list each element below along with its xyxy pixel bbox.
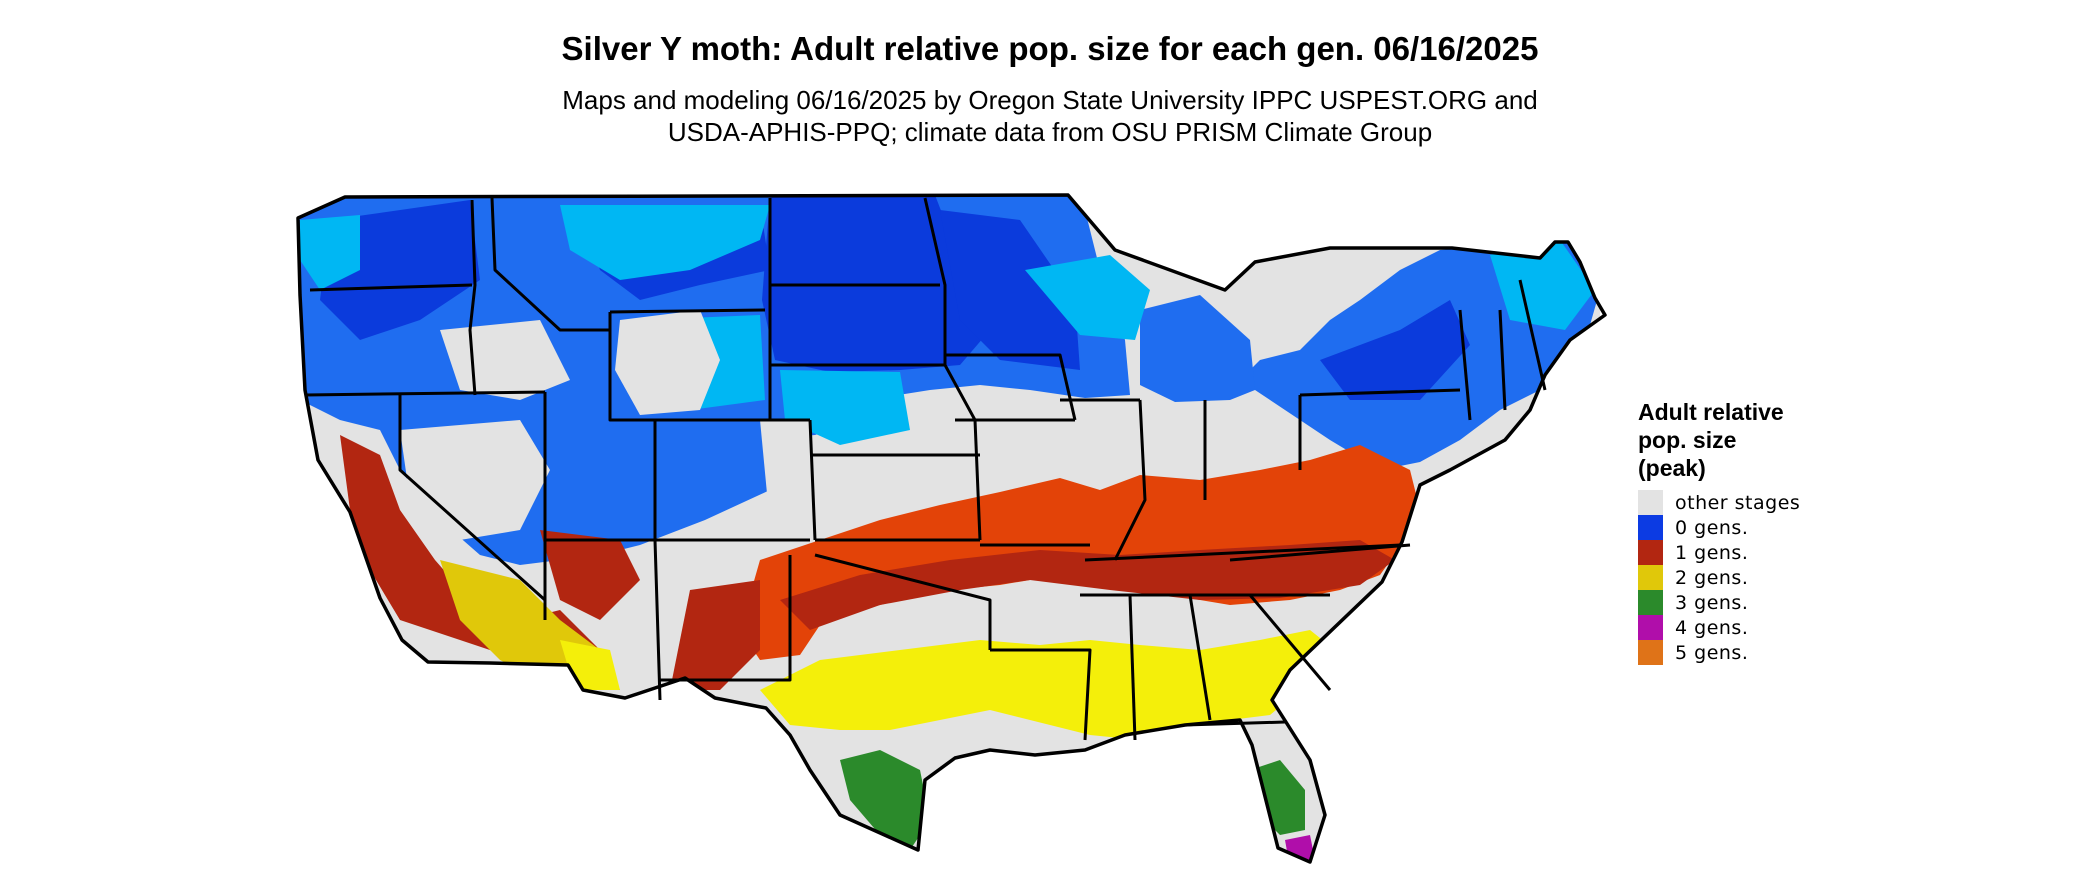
border-id-wa-or — [468, 199, 477, 396]
border-wa-or — [309, 283, 473, 292]
region-0-gens-light-wisconsin — [1025, 255, 1150, 340]
border-al-ga — [1188, 594, 1212, 721]
legend: Adult relative pop. size (peak) other st… — [1638, 398, 1878, 665]
region-0-gens-dark-minnesota — [940, 210, 1080, 370]
region-0-gens-light-washington — [300, 215, 360, 290]
border-ok-tx — [814, 553, 992, 650]
legend-title-line-3: (peak) — [1638, 455, 1706, 481]
legend-label: other stages — [1675, 491, 1801, 514]
legend-swatch — [1638, 590, 1663, 615]
subtitle-line-1: Maps and modeling 06/16/2025 by Oregon S… — [562, 85, 1538, 115]
legend-label: 0 gens. — [1675, 516, 1749, 539]
legend-label: 3 gens. — [1675, 591, 1749, 614]
legend-label: 5 gens. — [1675, 641, 1749, 664]
region-0-gens-light-northeast — [1490, 240, 1595, 330]
state-borders — [304, 197, 1547, 741]
legend-item-1-gens: 1 gens. — [1638, 540, 1878, 565]
border-ga-sc — [1248, 594, 1332, 691]
legend-label: 1 gens. — [1675, 541, 1749, 564]
border-nm-tx — [660, 555, 792, 682]
border-az-nm — [653, 539, 662, 701]
border-ca-nv — [398, 395, 547, 602]
legend-title-line-2: pop. size — [1638, 427, 1737, 453]
legend-swatch — [1638, 490, 1663, 515]
border-id-mt — [490, 197, 610, 332]
region-1-gens-arizona — [540, 530, 640, 620]
region-2-gens-south — [760, 630, 1335, 740]
border-mt-wy — [609, 308, 766, 314]
border-mn-dakotas — [923, 197, 982, 541]
border-pa-ny — [1299, 388, 1461, 397]
border-new-england — [1458, 279, 1547, 421]
legend-item-3-gens: 3 gens. — [1638, 590, 1878, 615]
border-mn-wi-ia — [945, 353, 1077, 421]
border-ar-la-tx — [990, 648, 1092, 741]
map-subtitle: Maps and modeling 06/16/2025 by Oregon S… — [0, 84, 2100, 148]
border-or-ca-nv-id — [304, 390, 546, 397]
map-title: Silver Y moth: Adult relative pop. size … — [561, 30, 1539, 67]
border-il-in — [1113, 399, 1147, 561]
legend-swatch — [1638, 515, 1663, 540]
legend-swatch — [1638, 565, 1663, 590]
legend-item-0-gens: 0 gens. — [1638, 515, 1878, 540]
region-3-gens-texas — [840, 750, 930, 850]
legend-label: 4 gens. — [1675, 616, 1749, 639]
national-outline — [296, 193, 1607, 864]
region-0-gens-michigan — [1140, 295, 1255, 402]
legend-item-other-stages: other stages — [1638, 490, 1878, 515]
border-ms-al — [1128, 594, 1137, 741]
border-ky-tn — [1084, 543, 1401, 562]
legend-title-line-1: Adult relative — [1638, 399, 1784, 425]
border-id-ut-wy — [608, 312, 657, 540]
legend-title: Adult relative pop. size (peak) — [1638, 398, 1878, 482]
region-1-gens-nm-tx — [670, 580, 760, 690]
gap-great-basin — [400, 420, 550, 540]
region-0-gens-light-nebraska — [780, 370, 910, 445]
region-0-gens-dark-newyork — [1320, 300, 1470, 400]
border-nc-va — [1229, 543, 1411, 562]
border-ga-fl — [1184, 720, 1286, 727]
legend-swatch — [1638, 540, 1663, 565]
subtitle-line-2: USDA-APHIS-PPQ; climate data from OSU PR… — [667, 117, 1433, 147]
border-co-nm — [808, 419, 817, 541]
legend-swatch — [1638, 640, 1663, 665]
legend-swatch — [1638, 615, 1663, 640]
gap-colorado-east — [760, 420, 815, 525]
gap-wyoming-basin — [615, 310, 720, 415]
region-0-gens-light-montana — [560, 205, 770, 280]
legend-item-4-gens: 4 gens. — [1638, 615, 1878, 640]
legend-item-2-gens: 2 gens. — [1638, 565, 1878, 590]
legend-label: 2 gens. — [1675, 566, 1749, 589]
region-1-gens-dark-band — [780, 540, 1395, 630]
legend-item-5-gens: 5 gens. — [1638, 640, 1878, 665]
